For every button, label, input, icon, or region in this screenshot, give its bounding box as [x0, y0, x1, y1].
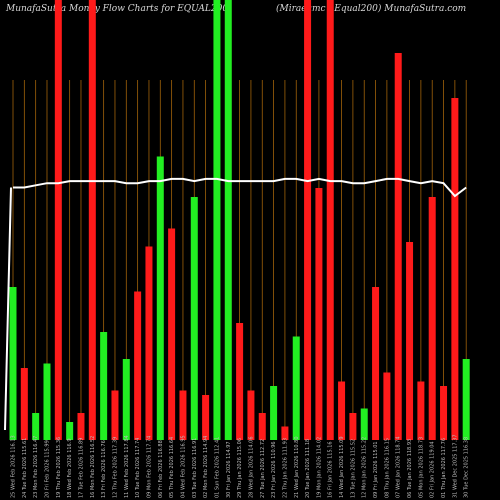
- bar: [32, 413, 40, 440]
- bar: [451, 98, 459, 440]
- x-tick-label: 01 Thu Jan 2026 117.76: [441, 438, 447, 498]
- bar: [54, 0, 62, 440]
- bar: [417, 381, 425, 440]
- x-tick-label: 24 Tue Feb 2026 115.61: [22, 438, 28, 498]
- x-tick-label: 22 Thu Jan 2026 111.93: [282, 438, 288, 498]
- x-tick-label: 12 Thu Feb 2026 117.39: [112, 437, 118, 498]
- x-tick-label: 20 Fri Feb 2026 115.99: [44, 440, 50, 498]
- x-tick-label: 04 Wed Feb 2026 116.95: [180, 435, 186, 498]
- x-tick-label: 19 Thu Feb 2026 115.36: [56, 437, 62, 498]
- x-tick-label: 02 Fri Jan 2026 119.04: [430, 441, 436, 498]
- x-tick-label: 03 Tue Feb 2026 116.91: [192, 438, 198, 498]
- x-tick-label: 13 Fri Feb 2026 116.76: [101, 440, 107, 498]
- x-tick-label: 14 Wed Jan 2026 115.09: [339, 436, 345, 498]
- x-tick-label: 08 Thu Jan 2026 116.15: [384, 438, 390, 498]
- bar: [304, 0, 312, 440]
- x-tick-label: 21 Wed Jan 2026 110.80: [294, 436, 300, 498]
- x-tick-label: 13 Tue Jan 2026 115.52: [350, 439, 356, 498]
- bar: [122, 359, 130, 440]
- x-tick-label: 18 Wed Feb 2026 116.9: [67, 438, 73, 498]
- x-tick-label: 06 Tue Jan 2026 118.93: [407, 439, 413, 498]
- x-tick-label: 01 Sun Feb 2026 112.41: [214, 437, 220, 498]
- x-tick-label: 30 Tue Dec 2025 116.38: [464, 437, 470, 498]
- bar: [111, 390, 119, 440]
- bar: [281, 426, 289, 440]
- bar: [66, 422, 74, 440]
- bar: [20, 368, 28, 440]
- bar: [202, 395, 210, 440]
- bar: [236, 323, 244, 440]
- bar: [134, 291, 142, 440]
- chart-title-left: MunafaSutra Money Flow Charts for EQUAL2…: [6, 4, 229, 14]
- x-tick-label: 17 Tue Feb 2026 116.89: [78, 438, 84, 498]
- bar: [156, 156, 164, 440]
- x-tick-label: 10 Tue Feb 2026 117.74: [135, 438, 141, 498]
- bar: [326, 0, 334, 440]
- bar: [100, 332, 108, 440]
- x-tick-label: 16 Fri Jan 2026 115.16: [328, 441, 334, 498]
- x-tick-label: 31 Wed Dec 2025 117.37: [452, 434, 458, 498]
- x-tick-label: 28 Wed Jan 2026 114.06: [248, 436, 254, 498]
- bar: [224, 0, 232, 440]
- bar: [77, 413, 85, 440]
- bar: [360, 408, 368, 440]
- bar: [179, 390, 187, 440]
- bar: [338, 381, 346, 440]
- x-tick-label: 25 Wed Feb 2026 116.13: [11, 435, 17, 498]
- x-tick-label: 09 Mon Feb 2026 117.74: [146, 436, 152, 498]
- bar: [190, 197, 198, 440]
- bar: [247, 390, 255, 440]
- bar: [349, 413, 357, 440]
- x-tick-label: 06 Fri Feb 2026 116.88: [158, 440, 164, 498]
- bar: [9, 287, 17, 440]
- bar: [270, 386, 278, 440]
- bar: [145, 246, 153, 440]
- bar: [406, 242, 414, 440]
- bar: [292, 336, 300, 440]
- x-tick-label: 16 Mon Feb 2026 116.52: [90, 436, 96, 498]
- x-tick-label: 11 Wed Feb 2026 117.84: [124, 435, 130, 498]
- x-tick-label: 23 Fri Jan 2026 110.96: [271, 441, 277, 498]
- x-tick-label: 19 Mon Jan 2026 114.02: [316, 437, 322, 498]
- x-tick-label: 07 Wed Jan 2026 118.74: [396, 436, 402, 498]
- bar: [440, 386, 448, 440]
- bar: [372, 287, 380, 440]
- bar: [315, 188, 323, 440]
- x-tick-label: 05 Thu Feb 2026 116.64: [169, 437, 175, 498]
- x-tick-label: 23 Mon Feb 2026 116.47: [33, 436, 39, 498]
- bar: [168, 228, 176, 440]
- x-tick-label: 20 Tue Jan 2026 111.18: [305, 439, 311, 498]
- bar: [258, 413, 266, 440]
- bar: [394, 53, 402, 440]
- x-tick-label: 30 Fri Jan 2026 114.97: [226, 441, 232, 498]
- x-tick-label: 05 Mon Jan 2026 118.73: [418, 437, 424, 498]
- bar: [383, 372, 391, 440]
- x-tick-label: 29 Thu Jan 2026 115.06: [237, 438, 243, 498]
- chart-title-right: (Miraeamc - Equal200) MunafaSutra.com: [276, 4, 467, 14]
- bar: [213, 0, 221, 440]
- money-flow-line: [4, 177, 467, 431]
- bar: [462, 359, 470, 440]
- bar: [428, 197, 436, 440]
- x-tick-label: 02 Mon Feb 2026 114.94: [203, 436, 209, 498]
- x-tick-label: 27 Tue Jan 2026 112.72: [260, 439, 266, 498]
- bar: [43, 363, 51, 440]
- x-tick-label: 09 Fri Jan 2026 115.01: [373, 441, 379, 498]
- bar: [88, 0, 96, 440]
- x-tick-label: 12 Mon Jan 2026 115.22: [362, 437, 368, 498]
